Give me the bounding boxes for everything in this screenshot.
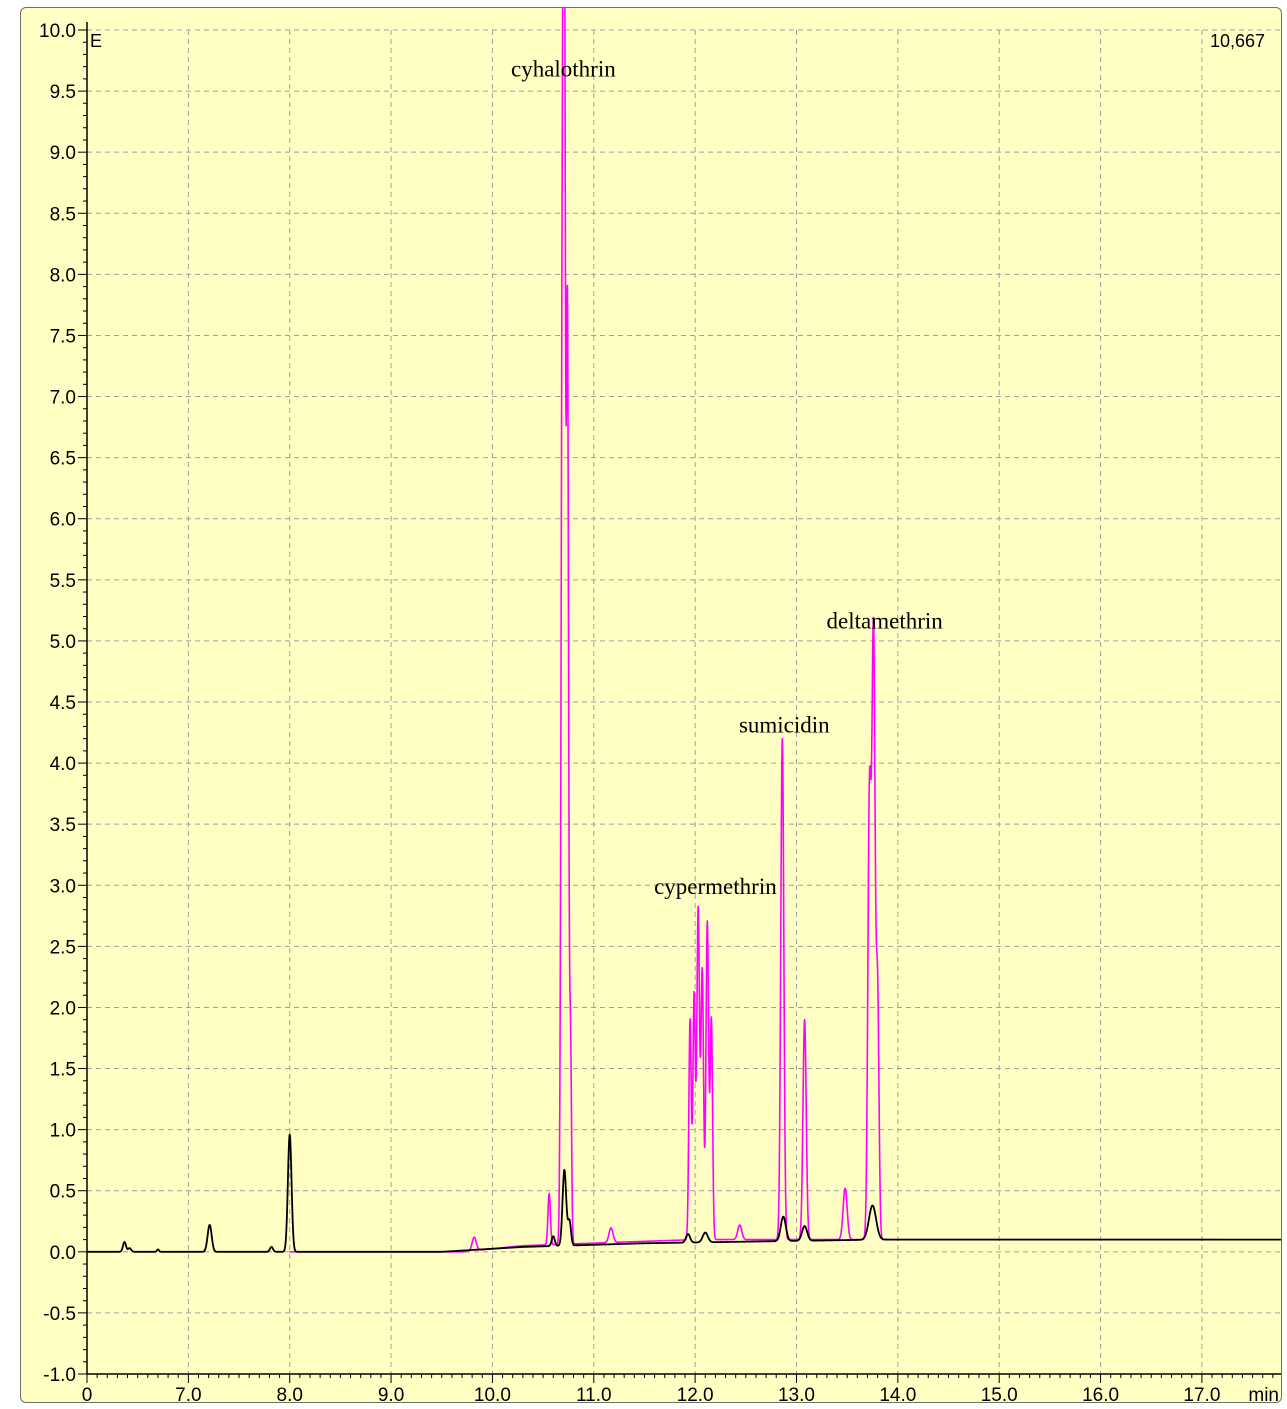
y-tick-label: 4.0 (50, 754, 76, 775)
x-tick-label: 14.0 (879, 1385, 916, 1403)
x-tick-label: 7.0 (175, 1385, 201, 1403)
y-tick-label: 9.5 (50, 82, 76, 103)
y-tick-label: 5.0 (50, 632, 76, 653)
x-tick-label: 8.0 (277, 1385, 303, 1403)
x-tick-label: 13.0 (778, 1385, 815, 1403)
chromatogram-frame: 10.0 9.5 9.0 8.5 8.0 7.5 7.0 6.5 6.0 5.5 5.0 4.5 4.0… (20, 7, 1282, 1403)
x-tick-label: 17.0 (1183, 1385, 1220, 1403)
chromatogram-chart: 10.0 9.5 9.0 8.5 8.0 7.5 7.0 6.5 6.0 5.5 5.0 4.5 4.0… (39, 8, 1281, 1403)
y-tick-label: 2.5 (50, 937, 76, 958)
x-tick-label: 12.0 (677, 1385, 714, 1403)
peak-annotation: cyhalothrin (511, 56, 616, 81)
y-tick-label: 0.0 (50, 1243, 76, 1264)
x-tick-label: 15.0 (981, 1385, 1018, 1403)
y-tick-label: 3.0 (50, 876, 76, 897)
sample-trace (289, 8, 1218, 1253)
peak-annotation: sumicidin (739, 713, 830, 738)
y-tick-label: 1.5 (50, 1060, 76, 1081)
y-tick-label: 8.5 (50, 204, 76, 225)
peak-annotation: deltamethrin (827, 609, 944, 634)
y-tick-label: -1.0 (43, 1365, 76, 1386)
x-tick-label: 9.0 (378, 1385, 404, 1403)
y-tick-label: 7.0 (50, 388, 76, 409)
y-tick-label: -0.5 (43, 1304, 76, 1325)
y-tick-label: 1.0 (50, 1121, 76, 1142)
corner-right-label: 10,667 (1210, 31, 1265, 51)
y-tick-label: 3.5 (50, 815, 76, 836)
peak-annotation: cypermethrin (654, 874, 777, 899)
y-tick-label: 4.5 (50, 693, 76, 714)
y-tick-label: 2.0 (50, 998, 76, 1019)
y-tick-label: 9.0 (50, 143, 76, 164)
y-tick-label: 5.5 (50, 571, 76, 592)
corner-left-label: E (90, 31, 102, 51)
y-tick-label: 8.0 (50, 265, 76, 286)
y-tick-label: 10.0 (39, 21, 76, 42)
y-tick-label: 6.5 (50, 449, 76, 470)
y-tick-label: 7.5 (50, 326, 76, 347)
x-unit-label: min (1248, 1385, 1279, 1403)
blank-trace (86, 1133, 1281, 1253)
x-tick-label: 0 (82, 1385, 93, 1403)
x-tick-label: 10.0 (474, 1385, 511, 1403)
y-tick-label: 0.5 (50, 1182, 76, 1203)
y-tick-label: 6.0 (50, 510, 76, 531)
x-tick-label: 11.0 (576, 1385, 612, 1403)
x-tick-label: 16.0 (1082, 1385, 1119, 1403)
